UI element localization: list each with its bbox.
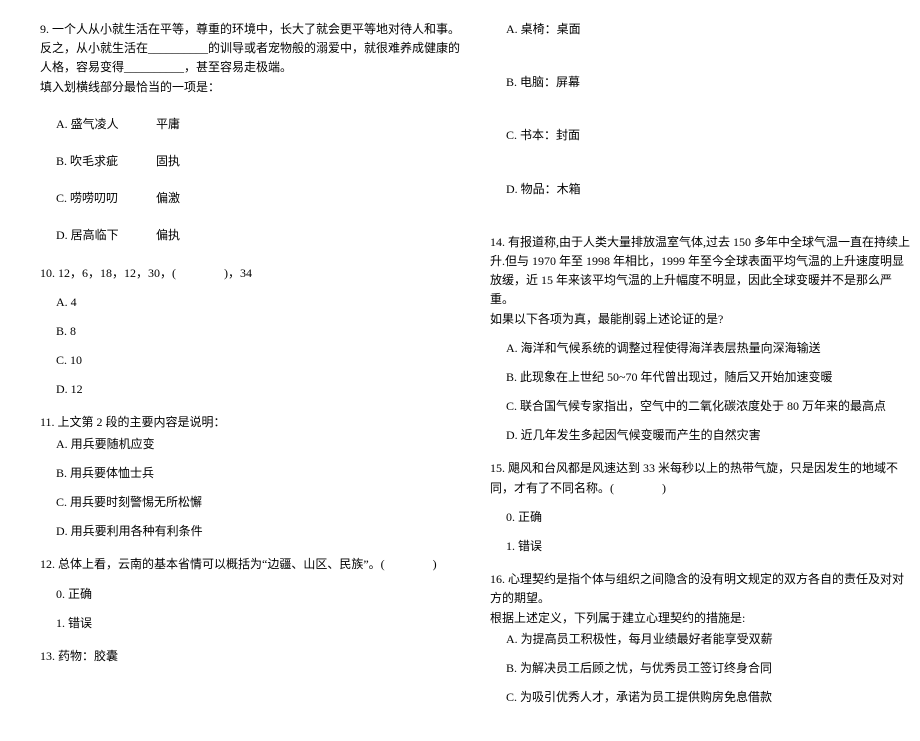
q13-opt-a: A. 桌椅：桌面 — [506, 20, 910, 39]
q13-stem: 13. 药物：胶囊 — [40, 647, 470, 666]
q14-sub: 如果以下各项为真，最能削弱上述论证的是? — [490, 310, 910, 329]
q10-opt-d: D. 12 — [56, 380, 470, 399]
q9-instruction: 填入划横线部分最恰当的一项是： — [40, 80, 220, 94]
q13-opt-b: B. 电脑：屏幕 — [506, 73, 910, 92]
q16-opt-b: B. 为解决员工后顾之忧，与优秀员工签订终身合同 — [506, 659, 910, 678]
q10-opt-c: C. 10 — [56, 351, 470, 370]
q16-opt-a: A. 为提高员工积极性，每月业绩最好者能享受双薪 — [506, 630, 910, 649]
left-column: 9. 一个人从小就生活在平等，尊重的环境中，长大了就会更平等地对待人和事。反之，… — [30, 20, 480, 721]
opt-val: 偏执 — [156, 226, 180, 245]
q9-opt-d: D. 居高临下 偏执 — [56, 226, 470, 245]
q11-opt-d: D. 用兵要利用各种有利条件 — [56, 522, 470, 541]
right-column: A. 桌椅：桌面 B. 电脑：屏幕 C. 书本：封面 D. 物品：木箱 14. … — [480, 20, 920, 721]
q14: 14. 有报道称,由于人类大量排放温室气体,过去 150 多年中全球气温一直在持… — [490, 233, 910, 446]
q10-opt-b: B. 8 — [56, 322, 470, 341]
q11-opt-a: A. 用兵要随机应变 — [56, 435, 470, 454]
q13-opt-c: C. 书本：封面 — [506, 126, 910, 145]
q16-opt-c: C. 为吸引优秀人才，承诺为员工提供购房免息借款 — [506, 688, 910, 707]
q15-opt-1: 1. 错误 — [506, 537, 910, 556]
q13: 13. 药物：胶囊 — [40, 647, 470, 666]
q12-opt-1: 1. 错误 — [56, 614, 470, 633]
q13-opts: A. 桌椅：桌面 B. 电脑：屏幕 C. 书本：封面 D. 物品：木箱 — [490, 20, 910, 199]
q9-opt-a: A. 盛气凌人 平庸 — [56, 115, 470, 134]
q16: 16. 心理契约是指个体与组织之间隐含的没有明文规定的双方各自的责任及对对方的期… — [490, 570, 910, 707]
q12-opt-0: 0. 正确 — [56, 585, 470, 604]
q11-opt-b: B. 用兵要体恤士兵 — [56, 464, 470, 483]
q9: 9. 一个人从小就生活在平等，尊重的环境中，长大了就会更平等地对待人和事。反之，… — [40, 20, 470, 246]
q14-opt-b: B. 此现象在上世纪 50~70 年代曾出现过，随后又开始加速变暖 — [506, 368, 910, 387]
opt-key: C. 唠唠叨叨 — [56, 189, 156, 208]
opt-val: 偏激 — [156, 189, 180, 208]
q9-opt-b: B. 吹毛求疵 固执 — [56, 152, 470, 171]
q11: 11. 上文第 2 段的主要内容是说明： A. 用兵要随机应变 B. 用兵要体恤… — [40, 413, 470, 541]
opt-val: 固执 — [156, 152, 180, 171]
q15-stem: 15. 飓风和台风都是风速达到 33 米每秒以上的热带气旋，只是因发生的地域不同… — [490, 459, 910, 497]
q10-stem: 10. 12，6，18，12，30，( )，34 — [40, 264, 470, 283]
opt-key: A. 盛气凌人 — [56, 115, 156, 134]
opt-key: D. 居高临下 — [56, 226, 156, 245]
q11-opt-c: C. 用兵要时刻警惕无所松懈 — [56, 493, 470, 512]
q16-stem: 16. 心理契约是指个体与组织之间隐含的没有明文规定的双方各自的责任及对对方的期… — [490, 570, 910, 608]
q15: 15. 飓风和台风都是风速达到 33 米每秒以上的热带气旋，只是因发生的地域不同… — [490, 459, 910, 556]
q14-stem: 14. 有报道称,由于人类大量排放温室气体,过去 150 多年中全球气温一直在持… — [490, 233, 910, 310]
q15-opt-0: 0. 正确 — [506, 508, 910, 527]
q12-stem: 12. 总体上看，云南的基本省情可以概括为“边疆、山区、民族”。( ) — [40, 555, 470, 574]
opt-key: B. 吹毛求疵 — [56, 152, 156, 171]
q13-opt-d: D. 物品：木箱 — [506, 180, 910, 199]
q11-stem: 11. 上文第 2 段的主要内容是说明： — [40, 413, 470, 432]
q9-opt-c: C. 唠唠叨叨 偏激 — [56, 189, 470, 208]
q14-opt-a: A. 海洋和气候系统的调整过程使得海洋表层热量向深海输送 — [506, 339, 910, 358]
q10: 10. 12，6，18，12，30，( )，34 A. 4 B. 8 C. 10… — [40, 264, 470, 400]
q12: 12. 总体上看，云南的基本省情可以概括为“边疆、山区、民族”。( ) 0. 正… — [40, 555, 470, 633]
opt-val: 平庸 — [156, 115, 180, 134]
q14-opt-d: D. 近几年发生多起因气候变暖而产生的自然灾害 — [506, 426, 910, 445]
q10-opt-a: A. 4 — [56, 293, 470, 312]
q14-opt-c: C. 联合国气候专家指出，空气中的二氧化碳浓度处于 80 万年来的最高点 — [506, 397, 910, 416]
q16-sub: 根据上述定义，下列属于建立心理契约的措施是: — [490, 609, 910, 628]
q9-stem: 9. 一个人从小就生活在平等，尊重的环境中，长大了就会更平等地对待人和事。反之，… — [40, 22, 460, 74]
exam-page: 9. 一个人从小就生活在平等，尊重的环境中，长大了就会更平等地对待人和事。反之，… — [0, 0, 920, 741]
